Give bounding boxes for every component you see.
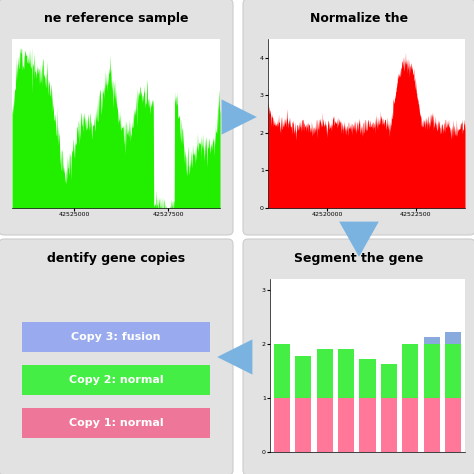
- Bar: [445, 344, 461, 398]
- Bar: [381, 365, 397, 398]
- Polygon shape: [217, 339, 252, 374]
- Bar: [424, 398, 440, 452]
- Text: Segment the gene: Segment the gene: [294, 252, 424, 265]
- Bar: [22, 409, 210, 438]
- Polygon shape: [222, 100, 257, 135]
- Bar: [445, 332, 461, 344]
- Bar: [22, 322, 210, 353]
- Text: Copy 3: fusion: Copy 3: fusion: [71, 332, 161, 343]
- Bar: [445, 398, 461, 452]
- Polygon shape: [339, 222, 379, 257]
- Bar: [22, 365, 210, 395]
- Bar: [359, 398, 375, 452]
- FancyBboxPatch shape: [0, 239, 233, 474]
- Bar: [317, 349, 333, 398]
- Text: Normalize the: Normalize the: [310, 12, 408, 25]
- Text: dentify gene copies: dentify gene copies: [47, 252, 185, 265]
- Bar: [338, 398, 354, 452]
- Bar: [381, 398, 397, 452]
- Bar: [317, 398, 333, 452]
- Bar: [295, 398, 311, 452]
- Bar: [338, 349, 354, 398]
- Text: ne reference sample: ne reference sample: [44, 12, 188, 25]
- Bar: [359, 359, 375, 398]
- FancyBboxPatch shape: [243, 239, 474, 474]
- Bar: [402, 344, 419, 398]
- Text: Copy 1: normal: Copy 1: normal: [69, 419, 164, 428]
- FancyBboxPatch shape: [0, 0, 233, 235]
- Bar: [424, 337, 440, 344]
- Bar: [402, 398, 419, 452]
- Bar: [295, 356, 311, 398]
- Bar: [274, 398, 290, 452]
- Text: Copy 2: normal: Copy 2: normal: [69, 375, 164, 385]
- FancyBboxPatch shape: [243, 0, 474, 235]
- Bar: [424, 344, 440, 398]
- Bar: [274, 344, 290, 398]
